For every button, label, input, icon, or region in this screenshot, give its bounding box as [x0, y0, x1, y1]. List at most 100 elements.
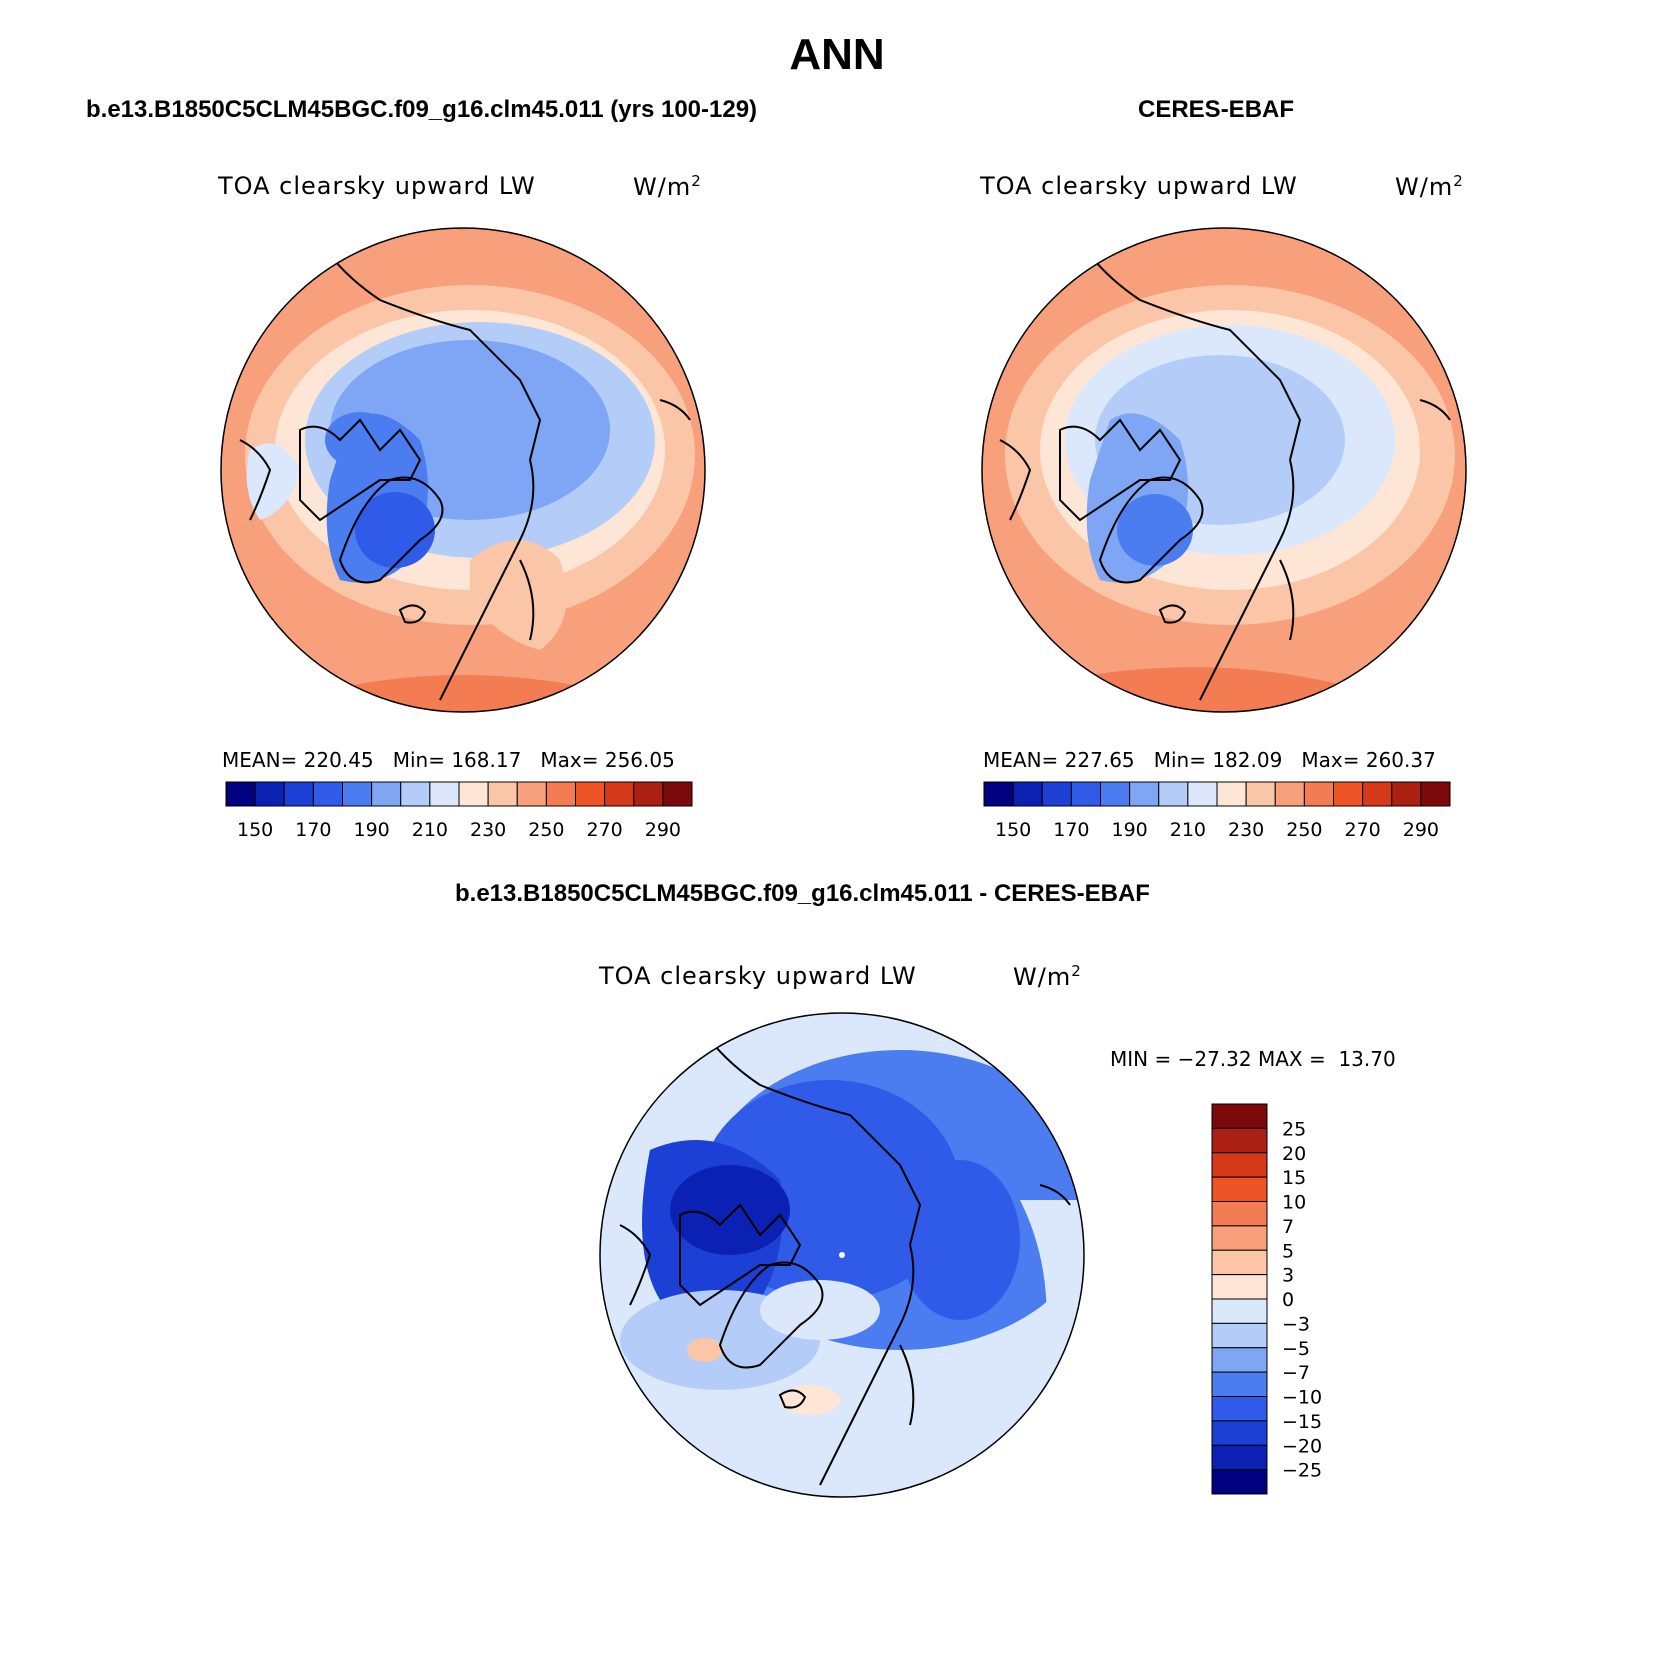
obs-colorbar-swatch — [1420, 781, 1451, 807]
diff-colorbar-swatch — [1211, 1152, 1268, 1178]
obs-colorbar-swatch — [1274, 781, 1305, 807]
model-colorbar-tick-label: 250 — [528, 819, 564, 841]
diff-variable-title: TOA clearsky upward LW — [599, 962, 917, 990]
diff-max: 13.70 — [1338, 1047, 1396, 1071]
diff-polar-map — [599, 1012, 1085, 1498]
diff-colorbar-tick-label: 0 — [1282, 1289, 1294, 1311]
obs-variable-title: TOA clearsky upward LW — [980, 172, 1298, 200]
obs-colorbar-tick-label: 290 — [1403, 819, 1439, 841]
diff-colorbar-tick-label: 3 — [1282, 1265, 1294, 1287]
diff-colorbar-swatch — [1211, 1103, 1268, 1129]
model-case-title: b.e13.B1850C5CLM45BGC.f09_g16.clm45.011 … — [86, 96, 758, 123]
model-colorbar-tick-label: 290 — [645, 819, 681, 841]
diff-colorbar-tick-label: −15 — [1282, 1411, 1322, 1433]
diff-colorbar-swatch — [1211, 1249, 1268, 1276]
obs-colorbar-swatch — [1070, 781, 1101, 807]
model-colorbar-swatch — [633, 781, 664, 807]
model-colorbar-swatch — [342, 781, 373, 807]
obs-colorbar-swatch — [1245, 781, 1276, 807]
model-colorbar-tick-label: 150 — [237, 819, 273, 841]
model-colorbar-tick-label: 270 — [586, 819, 622, 841]
obs-min: 182.09 — [1212, 748, 1283, 772]
model-variable-title: TOA clearsky upward LW — [218, 172, 536, 200]
diff-colorbar-tick-label: 7 — [1282, 1216, 1294, 1238]
model-min: 168.17 — [451, 748, 522, 772]
diff-colorbar-swatch — [1211, 1347, 1268, 1373]
diff-colorbar-swatch — [1211, 1396, 1268, 1422]
diff-colorbar-tick-label: −10 — [1282, 1387, 1322, 1409]
obs-colorbar-swatch — [983, 781, 1014, 807]
diff-case-title: b.e13.B1850C5CLM45BGC.f09_g16.clm45.011 … — [455, 880, 1150, 907]
diff-colorbar-tick-label: 25 — [1282, 1118, 1306, 1140]
diff-colorbar-tick-label: 10 — [1282, 1192, 1306, 1214]
model-colorbar-swatch — [371, 781, 402, 807]
obs-units: W/m2 — [1395, 172, 1464, 201]
diff-colorbar-swatch — [1211, 1298, 1268, 1324]
model-colorbar-swatch — [575, 781, 606, 807]
obs-colorbar-swatch — [1158, 781, 1189, 807]
model-mean: 220.45 — [303, 748, 374, 772]
obs-colorbar-swatch — [1129, 781, 1160, 807]
diff-colorbar-swatch — [1211, 1176, 1268, 1202]
model-colorbar-swatch — [225, 781, 256, 807]
model-stats: MEAN= 220.45 Min= 168.17 Max= 256.05 — [222, 748, 675, 772]
obs-colorbar-swatch — [1333, 781, 1364, 807]
obs-colorbar-swatch — [1216, 781, 1247, 807]
model-colorbar-swatch — [545, 781, 576, 807]
model-colorbar-tick-label: 210 — [412, 819, 448, 841]
model-colorbar-tick-label: 230 — [470, 819, 506, 841]
model-colorbar-swatch — [400, 781, 431, 807]
obs-colorbar-tick-label: 270 — [1344, 819, 1380, 841]
model-colorbar-tick-label: 190 — [353, 819, 389, 841]
diff-colorbar-swatch — [1211, 1127, 1268, 1154]
obs-colorbar-swatch — [1303, 781, 1334, 807]
diff-colorbar-swatch — [1211, 1444, 1268, 1471]
diff-colorbar-swatch — [1211, 1371, 1268, 1397]
diff-colorbar-swatch — [1211, 1420, 1268, 1446]
diff-colorbar-swatch — [1211, 1469, 1268, 1495]
model-coastlines — [239, 228, 691, 701]
model-colorbar-tick-label: 170 — [295, 819, 331, 841]
diff-stats: MIN = −27.32 MAX = 13.70 — [1110, 1047, 1396, 1071]
obs-colorbar-swatch — [1012, 781, 1043, 807]
model-colorbar-swatch — [516, 781, 547, 807]
obs-colorbar-tick-label: 250 — [1286, 819, 1322, 841]
model-colorbar-swatch — [662, 781, 693, 807]
obs-colorbar-tick-label: 230 — [1228, 819, 1264, 841]
diff-colorbar-tick-label: 5 — [1282, 1240, 1294, 1262]
obs-colorbar-swatch — [1391, 781, 1422, 807]
obs-title: CERES-EBAF — [1138, 96, 1295, 123]
obs-max: 260.37 — [1365, 748, 1436, 772]
diff-min: −27.32 — [1177, 1047, 1252, 1071]
obs-colorbar-tick-label: 150 — [995, 819, 1031, 841]
obs-stats: MEAN= 227.65 Min= 182.09 Max= 260.37 — [983, 748, 1436, 772]
obs-colorbar-swatch — [1100, 781, 1131, 807]
obs-colorbar-swatch — [1362, 781, 1393, 807]
obs-colorbar-tick-label: 170 — [1053, 819, 1089, 841]
model-colorbar-swatch — [312, 781, 343, 807]
diff-colorbar-swatch — [1211, 1274, 1268, 1300]
model-colorbar-swatch — [283, 781, 314, 807]
obs-colorbar-tick-label: 190 — [1111, 819, 1147, 841]
model-polar-map — [220, 227, 706, 713]
diff-colorbar-tick-label: 20 — [1282, 1143, 1306, 1165]
model-colorbar-swatch — [604, 781, 635, 807]
obs-mean: 227.65 — [1064, 748, 1135, 772]
obs-colorbar-swatch — [1187, 781, 1218, 807]
diff-colorbar-tick-label: 15 — [1282, 1167, 1306, 1189]
season-title: ANN — [789, 30, 885, 79]
obs-polar-map — [981, 227, 1467, 713]
model-colorbar-swatch — [458, 781, 489, 807]
diff-colorbar-tick-label: −7 — [1282, 1362, 1310, 1384]
model-units: W/m2 — [633, 172, 702, 201]
diff-colorbar-swatch — [1211, 1201, 1268, 1227]
obs-colorbar-tick-label: 210 — [1170, 819, 1206, 841]
model-colorbar-swatch — [487, 781, 518, 807]
model-colorbar-swatch — [254, 781, 285, 807]
diff-colorbar-tick-label: −3 — [1282, 1313, 1310, 1335]
diff-colorbar-swatch — [1211, 1322, 1268, 1349]
diff-colorbar-tick-label: −25 — [1282, 1460, 1322, 1482]
model-colorbar: 150 170 190 210 230 250 270 290 — [225, 781, 693, 841]
diff-colorbar-tick-label: −20 — [1282, 1435, 1322, 1457]
